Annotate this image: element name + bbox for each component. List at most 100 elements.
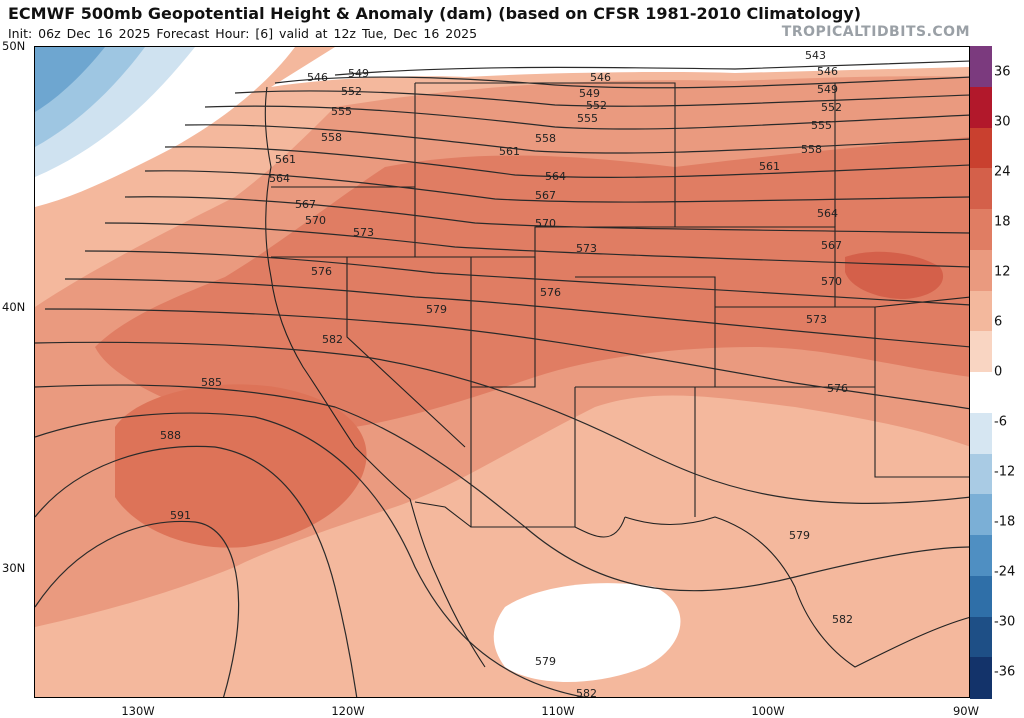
colorbar-segment [970,168,992,210]
contour-line [204,105,969,130]
contour-label: 567 [535,189,556,202]
contour-label: 546 [307,71,328,84]
colorbar-label: -6 [994,414,1007,430]
colorbar-segment [970,127,992,169]
contour-label: 552 [586,99,607,112]
colorbar-label: 30 [994,114,1011,130]
contour-label: 588 [160,429,181,442]
lon-label: 120W [331,704,365,718]
height-contours [35,60,969,697]
contour-line [274,76,969,89]
contour-label: 561 [759,160,780,173]
map-title: ECMWF 500mb Geopotential Height & Anomal… [8,4,862,23]
negative-anomaly-strong [35,47,105,112]
colorbar-segment [970,412,992,455]
contour-label: 573 [353,226,374,239]
contour-label: 549 [579,87,600,100]
contour-label: 573 [806,313,827,326]
contour-labels: 543 546 546 546 549 549 549 552 552 552 … [160,49,853,698]
map-panel: 543 546 546 546 549 549 549 552 552 552 … [34,46,970,698]
contour-line [164,146,969,178]
contour-line [334,60,969,76]
gulf-coastline [624,516,969,668]
contour-label: 582 [322,333,343,346]
contour-line [35,384,969,592]
contour-label: 555 [811,119,832,132]
contour-label: 579 [789,529,810,542]
contour-label: 558 [801,143,822,156]
neutral-anomaly-north [271,47,969,87]
lon-label: 100W [751,704,785,718]
colorbar-label: -30 [994,614,1016,630]
boundaries [264,82,969,668]
colorbar-segment [970,290,992,332]
colorbar-segment [970,535,992,577]
lat-label: 30N [2,561,26,575]
colorbar-segment [970,453,992,495]
contour-label: 570 [821,275,842,288]
colorbar-segment [970,46,992,88]
contour-line [104,222,969,268]
contour-label: 576 [311,265,332,278]
contour-label: 573 [576,242,597,255]
contour-label: 564 [269,172,290,185]
contour-label: 555 [577,112,598,125]
colorbar-segment [970,575,992,618]
contour-line [35,341,969,504]
colorbar-label: 36 [994,64,1011,80]
contour-label: 555 [331,105,352,118]
contour-label: 552 [821,101,842,114]
contour-label: 552 [341,85,362,98]
contour-label: 564 [545,170,566,183]
contour-label: 561 [499,145,520,158]
contour-label: 561 [275,153,296,166]
contour-label: 543 [805,49,826,62]
lat-label: 40N [2,300,26,314]
contour-label: 558 [535,132,556,145]
contour-line [44,308,969,410]
contour-line [234,90,969,107]
contour-line [184,124,969,154]
contour-label: 585 [201,376,222,389]
map-subtitle: Init: 06z Dec 16 2025 Forecast Hour: [6]… [8,26,478,41]
contour-label: 546 [817,65,838,78]
contour-line [84,250,969,306]
contour-label: 570 [535,217,556,230]
colorbar-segment [970,494,992,536]
colorbar-segment [970,657,992,699]
great-basin-state-lines [346,256,536,448]
colorbar-label: 6 [994,314,1003,330]
colorbar-label: 0 [994,364,1003,380]
contour-label: 549 [817,83,838,96]
contour-label: 579 [535,655,556,668]
contour-line [35,520,240,697]
colorbar-label: -36 [994,664,1016,680]
colorbar-segment [970,86,992,129]
contour-label: 591 [170,509,191,522]
lon-label: 110W [541,704,575,718]
contour-label: 582 [832,613,853,626]
colorbar-segment [970,331,992,373]
contour-label: 567 [821,239,842,252]
contour-label: 576 [827,382,848,395]
colorbar-label: 18 [994,214,1011,230]
colorbar-segment [970,616,992,658]
colorbar-segment [970,209,992,251]
contour-line [124,196,969,234]
contour-label: 582 [576,687,597,698]
anomaly-map: 543 546 546 546 549 549 549 552 552 552 … [35,47,969,698]
mexico-border [414,501,626,538]
colorbar-segment [970,249,992,292]
positive-anomaly-core-south [115,384,367,548]
lon-label: 130W [121,704,155,718]
colorbar-label: 12 [994,264,1011,280]
colorbar-label: -18 [994,514,1016,530]
neutral-anomaly-mexico [493,583,681,682]
watermark: TROPICALTIDBITS.COM [781,24,970,40]
contour-line [64,278,969,348]
lat-label: 50N [2,39,26,53]
contour-label: 579 [426,303,447,316]
contour-line [35,412,588,697]
contour-label: 564 [817,207,838,220]
colorbar [970,46,992,699]
